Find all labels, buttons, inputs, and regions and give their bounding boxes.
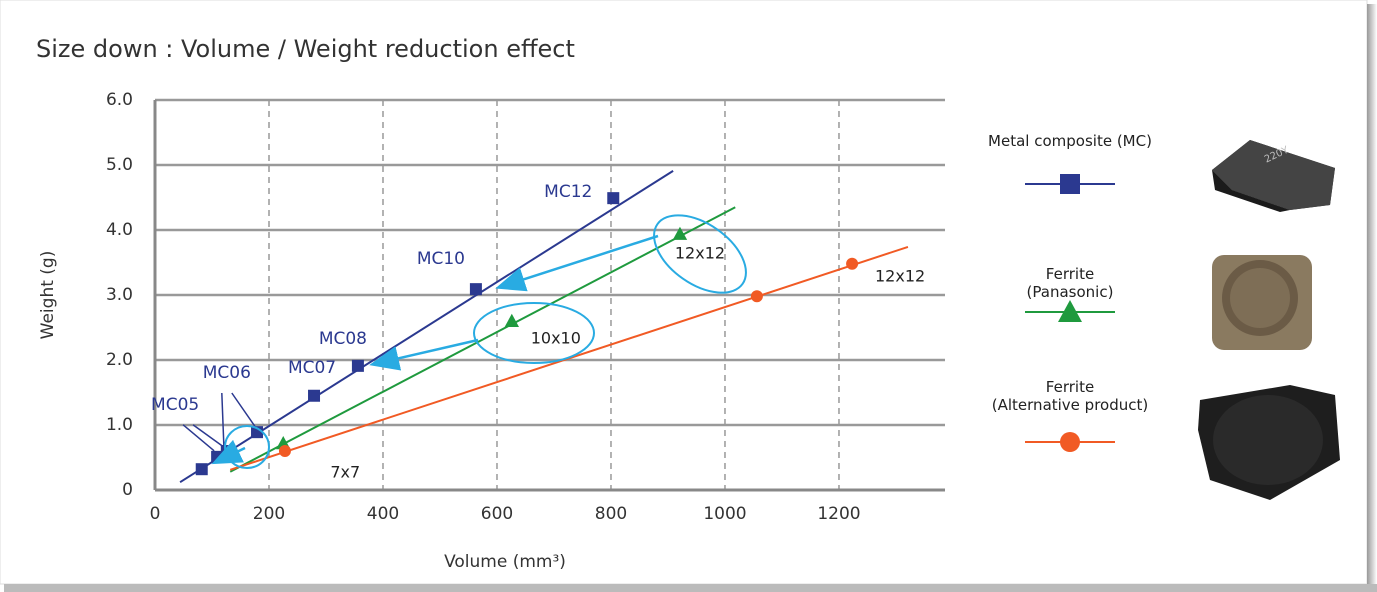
y-tick-label: 6.0	[106, 90, 133, 110]
arrow	[211, 439, 246, 465]
marker-square	[195, 463, 208, 476]
legend-label: Metal composite (MC)	[988, 132, 1152, 150]
arrow	[369, 338, 479, 371]
x-tick-label: 800	[595, 504, 627, 524]
y-tick-label: 4.0	[106, 220, 133, 240]
x-axis-label: Volume (mm³)	[444, 552, 566, 572]
marker-circle	[846, 257, 859, 270]
highlight-ellipse	[473, 302, 595, 364]
legend-label: Ferrite (Panasonic)	[1026, 265, 1114, 301]
y-tick-label: 0	[122, 480, 133, 500]
frame-shadow	[1367, 4, 1377, 592]
highlight-ellipse	[653, 214, 747, 294]
arrows	[211, 214, 747, 469]
marker-circle	[278, 445, 291, 457]
x-tick-label: 1200	[817, 504, 860, 524]
marker-triangle	[504, 313, 520, 327]
marker-triangle	[672, 226, 688, 240]
marker-triangle	[1058, 300, 1082, 322]
point-label: MC12	[544, 182, 592, 202]
arrow	[495, 234, 659, 292]
y-tick-label: 2.0	[106, 350, 133, 370]
x-tick-label: 600	[481, 504, 513, 524]
marker-square	[469, 283, 482, 296]
product-photos: 220Y	[1198, 140, 1340, 500]
x-tick-label: 1000	[703, 504, 746, 524]
marker-square	[607, 192, 620, 205]
point-label: MC07	[288, 358, 336, 378]
trend-line	[229, 206, 736, 473]
marker-square	[351, 359, 364, 372]
marker-square	[308, 389, 321, 402]
x-tick-label: 200	[253, 504, 285, 524]
marker-circle	[750, 290, 763, 303]
point-label: 7x7	[330, 463, 360, 482]
point-label: 10x10	[531, 329, 581, 348]
plot: 0 1.0 2.0 3.0 4.0 5.0 6.0 0 200 400 600 800 1000 1200…	[106, 90, 945, 524]
frame-shadow	[4, 584, 1377, 592]
highlight-ellipse	[224, 425, 270, 469]
marker-circle	[1060, 432, 1080, 452]
y-tick-label: 5.0	[106, 155, 133, 175]
legend-label: Ferrite (Alternative product)	[991, 378, 1149, 414]
y-tick-label: 1.0	[106, 415, 133, 435]
marker-square	[1060, 174, 1080, 194]
point-label: 12x12	[875, 266, 925, 285]
point-label: MC06	[203, 363, 251, 383]
leader-line	[221, 392, 258, 446]
point-label: MC05	[151, 395, 199, 415]
x-tick-label: 400	[367, 504, 399, 524]
y-tick-label: 3.0	[106, 285, 133, 305]
point-label: 12x12	[675, 243, 725, 262]
point-label: MC10	[417, 249, 465, 269]
chart-title: Size down : Volume / Weight reduction ef…	[36, 35, 575, 63]
marker-square	[251, 426, 264, 439]
x-tick-label: 0	[150, 504, 161, 524]
legend	[1025, 174, 1115, 452]
point-label: MC08	[319, 329, 367, 349]
y-axis-label: Weight (g)	[38, 251, 58, 340]
